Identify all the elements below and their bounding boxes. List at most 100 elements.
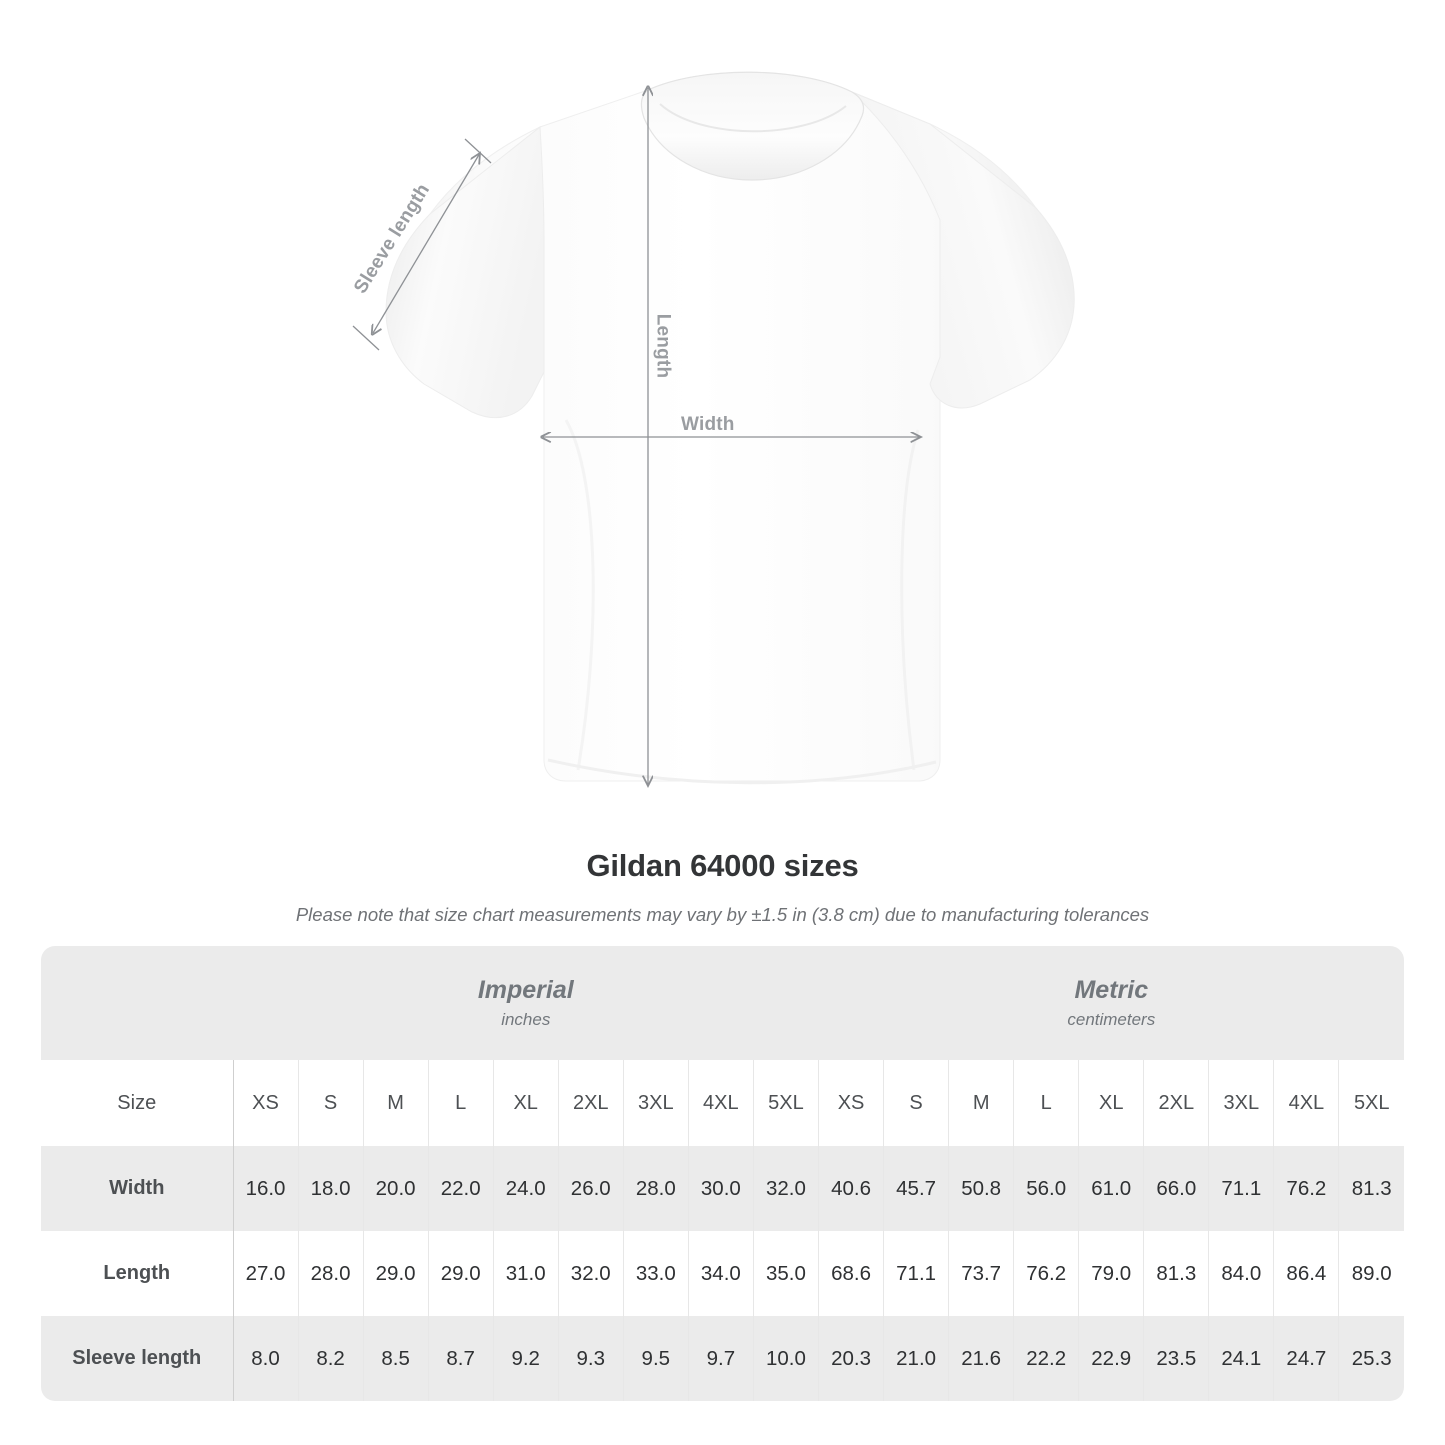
page-title: Gildan 64000 sizes bbox=[586, 848, 859, 883]
cell-length-metric-s: 71.1 bbox=[883, 1231, 950, 1316]
cell-width-metric-3xl: 71.1 bbox=[1208, 1146, 1275, 1231]
header-size-imperial-3xl: 3XL bbox=[623, 1060, 689, 1146]
cell-sleeve-imperial-5xl: 10.0 bbox=[753, 1316, 820, 1401]
header-size-metric-4xl: 4XL bbox=[1273, 1060, 1340, 1146]
cell-width-imperial-4xl: 30.0 bbox=[688, 1146, 754, 1231]
cell-width-imperial-3xl: 28.0 bbox=[623, 1146, 689, 1231]
unit-cell-metric: Metric centimeters bbox=[818, 946, 1405, 1060]
cell-sleeve-metric-m: 21.6 bbox=[948, 1316, 1015, 1401]
cell-sleeve-metric-3xl: 24.1 bbox=[1208, 1316, 1275, 1401]
cell-sleeve-imperial-4xl: 9.7 bbox=[688, 1316, 754, 1401]
table-row-length: Length 27.0 28.0 29.0 29.0 31.0 32.0 33.… bbox=[41, 1231, 1405, 1316]
header-size-metric-l: L bbox=[1013, 1060, 1080, 1146]
cell-sleeve-imperial-3xl: 9.5 bbox=[623, 1316, 689, 1401]
cell-sleeve-imperial-m: 8.5 bbox=[363, 1316, 429, 1401]
cell-width-imperial-2xl: 26.0 bbox=[558, 1146, 624, 1231]
cell-length-imperial-s: 28.0 bbox=[298, 1231, 364, 1316]
unit-sub-imperial: inches bbox=[501, 1010, 551, 1030]
cell-width-metric-4xl: 76.2 bbox=[1273, 1146, 1340, 1231]
header-size-metric-3xl: 3XL bbox=[1208, 1060, 1275, 1146]
header-size-imperial-l: L bbox=[428, 1060, 494, 1146]
cell-sleeve-metric-2xl: 23.5 bbox=[1143, 1316, 1210, 1401]
table-row-width: Width 16.0 18.0 20.0 22.0 24.0 26.0 28.0… bbox=[41, 1146, 1405, 1231]
cell-width-metric-l: 56.0 bbox=[1013, 1146, 1080, 1231]
header-size-metric-2xl: 2XL bbox=[1143, 1060, 1210, 1146]
row-label-length: Length bbox=[41, 1231, 234, 1316]
unit-sub-metric: centimeters bbox=[1067, 1010, 1156, 1030]
cell-sleeve-imperial-2xl: 9.3 bbox=[558, 1316, 624, 1401]
cell-width-metric-2xl: 66.0 bbox=[1143, 1146, 1210, 1231]
cell-width-imperial-xs: 16.0 bbox=[233, 1146, 299, 1231]
tshirt-illustration bbox=[352, 71, 1075, 830]
cell-width-imperial-l: 22.0 bbox=[428, 1146, 494, 1231]
title-block: Gildan 64000 sizes Please note that size… bbox=[0, 848, 1445, 926]
header-size-imperial-xl: XL bbox=[493, 1060, 559, 1146]
cell-sleeve-metric-4xl: 24.7 bbox=[1273, 1316, 1340, 1401]
unit-name-metric: Metric bbox=[1074, 975, 1149, 1004]
cell-length-imperial-2xl: 32.0 bbox=[558, 1231, 624, 1316]
cell-length-imperial-3xl: 33.0 bbox=[623, 1231, 689, 1316]
header-size-label: Size bbox=[41, 1060, 234, 1146]
header-size-imperial-xs: XS bbox=[233, 1060, 299, 1146]
fabric-fold bbox=[900, 429, 920, 771]
hem-line bbox=[547, 758, 937, 785]
cell-length-metric-2xl: 81.3 bbox=[1143, 1231, 1210, 1316]
table-row-sleeve-length: Sleeve length 8.0 8.2 8.5 8.7 9.2 9.3 9.… bbox=[41, 1316, 1405, 1401]
shirt-right-sleeve bbox=[851, 91, 1075, 409]
cell-width-metric-5xl: 81.3 bbox=[1338, 1146, 1405, 1231]
cell-width-imperial-m: 20.0 bbox=[363, 1146, 429, 1231]
cell-length-metric-xl: 79.0 bbox=[1078, 1231, 1145, 1316]
cell-sleeve-metric-s: 21.0 bbox=[883, 1316, 950, 1401]
collar-inner-seam bbox=[659, 103, 847, 133]
cell-length-imperial-4xl: 34.0 bbox=[688, 1231, 754, 1316]
cell-length-imperial-xs: 27.0 bbox=[233, 1231, 299, 1316]
width-dimension-label: Width bbox=[681, 414, 735, 435]
cell-length-imperial-l: 29.0 bbox=[428, 1231, 494, 1316]
header-size-metric-xs: XS bbox=[818, 1060, 885, 1146]
cell-sleeve-imperial-l: 8.7 bbox=[428, 1316, 494, 1401]
header-size-imperial-m: M bbox=[363, 1060, 429, 1146]
header-size-imperial-4xl: 4XL bbox=[688, 1060, 754, 1146]
cell-width-metric-xl: 61.0 bbox=[1078, 1146, 1145, 1231]
length-dimension-label: Length bbox=[652, 313, 674, 379]
size-header-row: Size XS S M L XL 2XL 3XL 4XL 5XL XS S M … bbox=[41, 1060, 1405, 1146]
header-size-metric-xl: XL bbox=[1078, 1060, 1145, 1146]
header-size-imperial-5xl: 5XL bbox=[753, 1060, 820, 1146]
sleeve-dim-arrow bbox=[373, 153, 480, 333]
cell-length-metric-xs: 68.6 bbox=[818, 1231, 885, 1316]
cell-length-metric-5xl: 89.0 bbox=[1338, 1231, 1405, 1316]
row-label-width: Width bbox=[41, 1146, 234, 1231]
tshirt-diagram: Sleeve length Length Width bbox=[350, 71, 1075, 830]
cell-width-metric-m: 50.8 bbox=[948, 1146, 1015, 1231]
cell-width-imperial-5xl: 32.0 bbox=[753, 1146, 820, 1231]
cell-length-metric-4xl: 86.4 bbox=[1273, 1231, 1340, 1316]
cell-length-metric-m: 73.7 bbox=[948, 1231, 1015, 1316]
unit-banner-spacer bbox=[41, 946, 233, 1060]
cell-length-imperial-5xl: 35.0 bbox=[753, 1231, 820, 1316]
sleeve-dim-cap-top bbox=[464, 138, 492, 164]
header-size-imperial-s: S bbox=[298, 1060, 364, 1146]
fabric-fold bbox=[564, 419, 595, 771]
cell-sleeve-metric-xl: 22.9 bbox=[1078, 1316, 1145, 1401]
cell-sleeve-imperial-s: 8.2 bbox=[298, 1316, 364, 1401]
header-size-metric-m: M bbox=[948, 1060, 1015, 1146]
tolerance-note: Please note that size chart measurements… bbox=[295, 904, 1150, 925]
header-size-metric-s: S bbox=[883, 1060, 950, 1146]
cell-length-metric-l: 76.2 bbox=[1013, 1231, 1080, 1316]
cell-length-imperial-m: 29.0 bbox=[363, 1231, 429, 1316]
cell-length-metric-3xl: 84.0 bbox=[1208, 1231, 1275, 1316]
header-size-metric-5xl: 5XL bbox=[1338, 1060, 1405, 1146]
cell-length-imperial-xl: 31.0 bbox=[493, 1231, 559, 1316]
cell-sleeve-imperial-xs: 8.0 bbox=[233, 1316, 299, 1401]
cell-sleeve-metric-5xl: 25.3 bbox=[1338, 1316, 1405, 1401]
cell-width-metric-xs: 40.6 bbox=[818, 1146, 885, 1231]
cell-sleeve-imperial-xl: 9.2 bbox=[493, 1316, 559, 1401]
cell-sleeve-metric-xs: 20.3 bbox=[818, 1316, 885, 1401]
unit-name-imperial: Imperial bbox=[477, 975, 574, 1004]
cell-width-imperial-xl: 24.0 bbox=[493, 1146, 559, 1231]
size-chart-table-wrapper: Imperial inches Metric centimeters Size … bbox=[41, 946, 1405, 1401]
header-size-imperial-2xl: 2XL bbox=[558, 1060, 624, 1146]
cell-width-metric-s: 45.7 bbox=[883, 1146, 950, 1231]
sleeve-dim-cap-bottom bbox=[352, 325, 380, 351]
unit-cell-imperial: Imperial inches bbox=[233, 946, 819, 1060]
